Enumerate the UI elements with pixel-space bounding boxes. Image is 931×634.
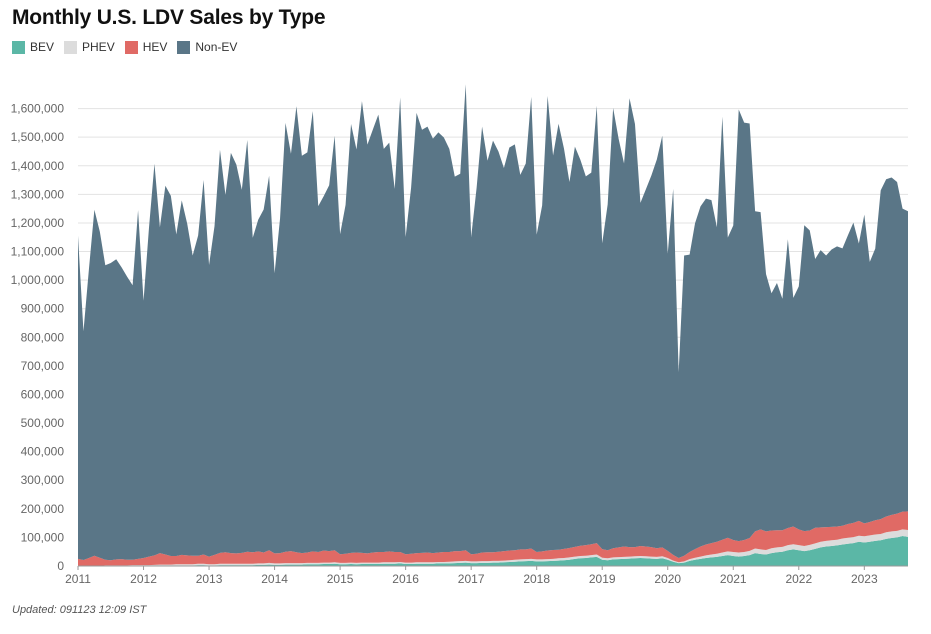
y-tick-label: 800,000 (21, 330, 65, 344)
x-tick-label: 2021 (720, 572, 747, 586)
y-tick-label: 1,100,000 (11, 245, 65, 259)
x-tick-label: 2017 (458, 572, 485, 586)
x-tick-label: 2012 (130, 572, 157, 586)
x-tick-label: 2020 (654, 572, 681, 586)
legend-label-phev: PHEV (82, 40, 115, 54)
x-tick-label: 2023 (851, 572, 878, 586)
y-tick-label: 1,000,000 (11, 273, 65, 287)
x-tick-label: 2016 (392, 572, 419, 586)
y-tick-label: 1,400,000 (11, 159, 65, 173)
y-tick-label: 1,600,000 (11, 102, 65, 116)
y-tick-label: 500,000 (21, 416, 65, 430)
area-nonev (78, 84, 908, 561)
x-tick-label: 2019 (589, 572, 616, 586)
legend-item-hev[interactable]: HEV (124, 40, 168, 54)
legend-swatch-bev (12, 40, 25, 54)
y-tick-label: 1,500,000 (11, 130, 65, 144)
area-hev (78, 511, 908, 566)
legend-item-nonev[interactable]: Non-EV (177, 40, 237, 54)
legend-swatch-nonev (177, 40, 191, 54)
x-tick-label: 2013 (196, 572, 223, 586)
x-tick-label: 2015 (327, 572, 354, 586)
y-tick-label: 300,000 (21, 473, 65, 487)
legend-swatch-phev (64, 40, 78, 54)
y-tick-label: 1,300,000 (11, 187, 65, 201)
y-tick-label: 400,000 (21, 445, 65, 459)
legend-label-nonev: Non-EV (195, 40, 238, 54)
x-tick-label: 2018 (523, 572, 550, 586)
stacked-area-chart: 0 100,000 200,000 300,000 400,000 500,000 600,… (11, 84, 908, 586)
legend-label-hev: HEV (142, 40, 168, 54)
area-phev (78, 529, 908, 566)
updated-timestamp: Updated: 091123 12:09 IST (12, 604, 147, 616)
y-tick-label: 200,000 (21, 502, 65, 516)
chart-title: Monthly U.S. LDV Sales by Type (12, 6, 326, 29)
legend-label-bev: BEV (30, 40, 55, 54)
x-tick-label: 2022 (785, 572, 812, 586)
chart-legend: BEV PHEV HEV Non-EV (12, 40, 247, 54)
y-tick-label: 700,000 (21, 359, 65, 373)
y-tick-label: 900,000 (21, 302, 65, 316)
legend-swatch-hev (124, 40, 138, 54)
y-tick-label: 1,200,000 (11, 216, 65, 230)
legend-item-phev[interactable]: PHEV (64, 40, 115, 54)
y-tick-label: 0 (57, 559, 64, 573)
legend-item-bev[interactable]: BEV (12, 40, 54, 54)
area-bev (78, 535, 908, 566)
y-tick-label: 100,000 (21, 530, 65, 544)
x-tick-label: 2014 (261, 572, 288, 586)
x-tick-label: 2011 (65, 572, 91, 586)
y-tick-label: 600,000 (21, 387, 65, 401)
